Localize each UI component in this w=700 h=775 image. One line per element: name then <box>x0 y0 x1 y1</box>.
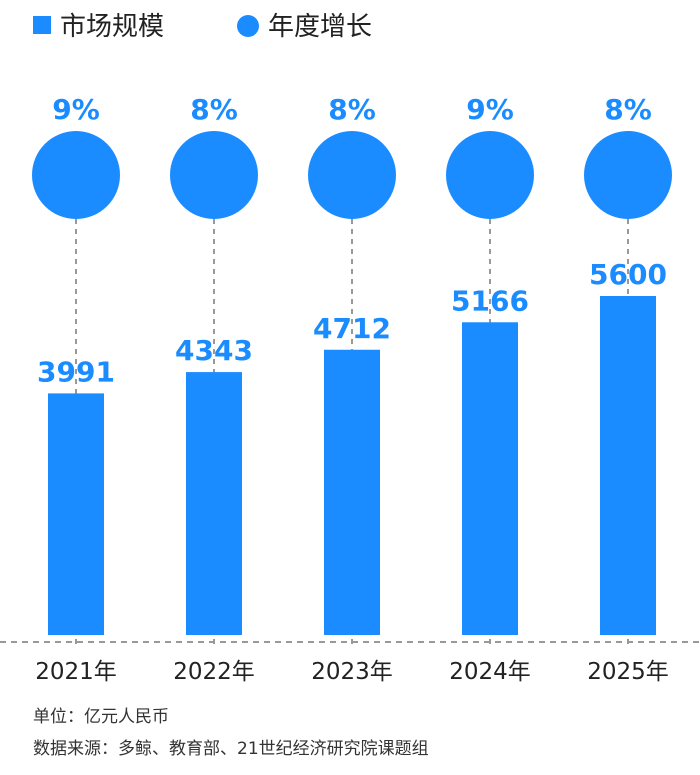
legend-swatch-annual-growth <box>237 15 259 37</box>
bar-2022年 <box>186 372 242 635</box>
x-tick-label: 2021年 <box>35 659 117 685</box>
x-tick-label: 2025年 <box>587 659 669 685</box>
growth-bubble <box>170 131 258 219</box>
unit-note: 单位：亿元人民币 <box>33 707 169 727</box>
growth-bubble <box>584 131 672 219</box>
growth-labels: 9% 8% 8% 9% 8% <box>52 93 652 126</box>
growth-label: 9% <box>466 93 514 126</box>
growth-bubble <box>32 131 120 219</box>
bars <box>48 296 656 635</box>
bar-2025年 <box>600 296 656 635</box>
value-labels: 3991 4343 4712 5166 5600 <box>37 258 667 388</box>
growth-label: 9% <box>52 93 100 126</box>
growth-label: 8% <box>190 93 238 126</box>
x-tick-label: 2024年 <box>449 659 531 685</box>
x-tick-label: 2022年 <box>173 659 255 685</box>
bar-2024年 <box>462 322 518 635</box>
growth-bubbles <box>32 131 672 219</box>
source-note: 数据来源：多鲸、教育部、21世纪经济研究院课题组 <box>33 739 429 759</box>
bar-2021年 <box>48 393 104 635</box>
value-label: 5600 <box>589 258 667 291</box>
value-label: 5166 <box>451 284 529 317</box>
growth-label: 8% <box>604 93 652 126</box>
legend-swatch-market-size <box>33 16 51 34</box>
growth-bubble <box>308 131 396 219</box>
value-label: 4712 <box>313 312 391 345</box>
x-axis-labels: 2021年 2022年 2023年 2024年 2025年 <box>35 659 669 685</box>
value-label: 3991 <box>37 355 115 388</box>
bar-2023年 <box>324 349 380 635</box>
value-label: 4343 <box>175 334 253 367</box>
growth-bubble <box>446 131 534 219</box>
x-tick-label: 2023年 <box>311 659 393 685</box>
legend-label-annual-growth: 年度增长 <box>268 12 372 42</box>
growth-label: 8% <box>328 93 376 126</box>
legend: 市场规模 年度增长 <box>33 12 372 42</box>
legend-label-market-size: 市场规模 <box>60 12 164 42</box>
